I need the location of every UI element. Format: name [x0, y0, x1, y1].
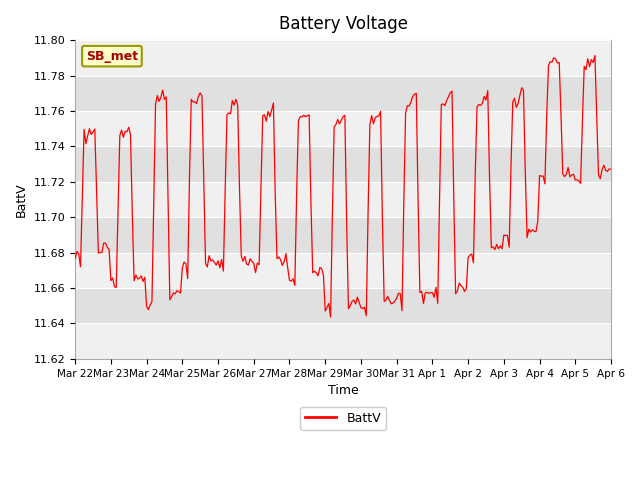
Legend: BattV: BattV [300, 407, 386, 430]
Y-axis label: BattV: BattV [15, 182, 28, 217]
Bar [75, 111, 611, 146]
X-axis label: Time: Time [328, 384, 358, 397]
Bar [75, 252, 611, 288]
Text: SB_met: SB_met [86, 49, 138, 63]
Title: Battery Voltage: Battery Voltage [278, 15, 408, 33]
Bar [75, 40, 611, 75]
Bar [75, 324, 611, 359]
Bar [75, 182, 611, 217]
